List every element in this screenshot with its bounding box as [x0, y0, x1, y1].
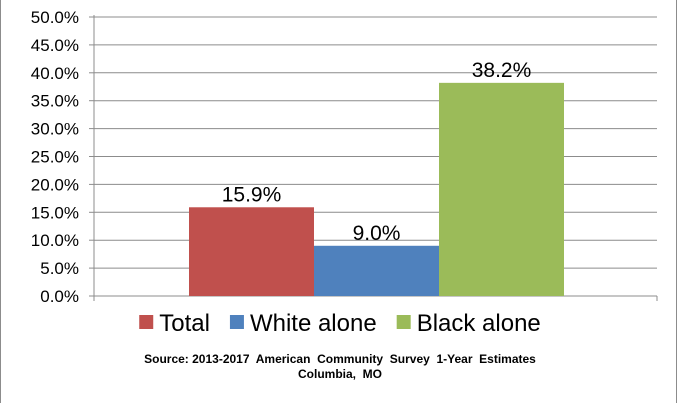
legend-swatch [229, 315, 244, 329]
y-tick-label: 45.0% [31, 36, 79, 55]
bar [439, 82, 564, 297]
y-tick-label: 40.0% [31, 64, 79, 83]
y-tick-label: 25.0% [31, 148, 79, 167]
bar [189, 207, 314, 296]
legend-swatch [396, 315, 411, 329]
y-tick-label: 0.0% [40, 287, 79, 306]
bar [314, 245, 439, 296]
data-label: 9.0% [353, 222, 401, 245]
bars [189, 82, 564, 297]
legend-label: Black alone [417, 310, 541, 337]
y-tick-labels: 0.0% 5.0% 10.0% 15.0% 20.0% 25.0% 30.0% 35.0% 40… [31, 8, 79, 306]
legend-label: White alone [250, 310, 377, 337]
source-line-1: Source: 2013-2017 American Community Sur… [144, 352, 536, 366]
y-tick-label: 5.0% [40, 259, 79, 278]
y-tick-label: 35.0% [31, 92, 79, 111]
legend-swatch [139, 315, 154, 329]
y-tick-label: 10.0% [31, 231, 79, 250]
source-note: Source: 2013-2017 American Community Sur… [1, 352, 678, 382]
y-tick-label: 30.0% [31, 120, 79, 139]
y-tick-label: 15.0% [31, 203, 79, 222]
data-labels: 15.9% 9.0% 38.2% [222, 59, 532, 245]
data-label: 15.9% [222, 183, 282, 206]
legend: Total White alone Black alone [139, 310, 541, 337]
source-line-2: Columbia, MO [298, 367, 382, 381]
y-tick-label: 50.0% [31, 8, 79, 27]
gridlines [94, 16, 657, 269]
y-tick-label: 20.0% [31, 175, 79, 194]
legend-label: Total [159, 310, 210, 337]
data-label: 38.2% [472, 59, 532, 82]
